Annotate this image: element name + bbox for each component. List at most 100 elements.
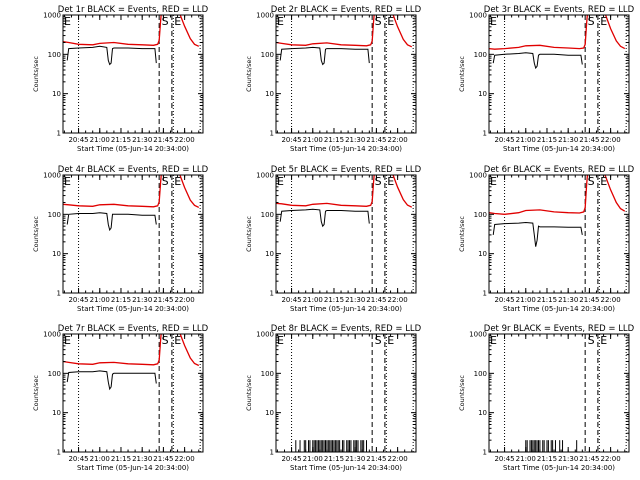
- y-tick-label: 1000: [43, 172, 61, 180]
- y-tick-label: 10: [265, 409, 274, 417]
- events-series-line: [279, 208, 370, 228]
- plot-frame: [275, 333, 417, 453]
- x-tick-label: 21:45: [579, 136, 599, 144]
- y-tick-label: 1000: [256, 172, 274, 180]
- x-tick-label: 21:15: [537, 136, 557, 144]
- x-axis-label: Start Time (05-Jun-14 20:34:00): [503, 145, 615, 153]
- y-tick-label: 10: [478, 409, 487, 417]
- x-tick-label: 21:15: [324, 136, 344, 144]
- x-tick-label: 21:45: [366, 455, 386, 463]
- event-marker-label: E: [490, 175, 497, 188]
- event-marker-label: E: [600, 334, 607, 347]
- detector-panel: Det 5r BLACK = Events, RED = LLD 1 10 100 10…: [245, 165, 422, 313]
- lld-series-line: [63, 175, 200, 208]
- plot-frame: [275, 14, 417, 134]
- y-tick-label: 100: [474, 51, 487, 59]
- detector-panel: Det 9r BLACK = Events, RED = LLD 1 10 100 10…: [458, 324, 635, 472]
- plot-frame: [275, 174, 417, 294]
- y-tick-label: 1: [270, 290, 274, 298]
- plot-frame: [488, 333, 630, 453]
- plot-area: [276, 175, 413, 228]
- y-tick-label: 1: [270, 130, 274, 138]
- event-marker-label: S: [588, 334, 595, 347]
- x-tick-label: 21:45: [153, 296, 173, 304]
- plot-frame: [62, 333, 204, 453]
- plot-area: [295, 440, 368, 452]
- y-axis-label: Counts/sec: [32, 375, 40, 411]
- y-tick-label: 1000: [469, 172, 487, 180]
- x-tick-label: 21:45: [579, 455, 599, 463]
- event-marker-label: E: [174, 175, 181, 188]
- plot-area: [63, 15, 200, 66]
- event-marker-label: S: [162, 175, 169, 188]
- detector-panel: Det 7r BLACK = Events, RED = LLD 1 10 100 10…: [32, 324, 209, 472]
- event-marker-label: S: [588, 175, 595, 188]
- panel-title: Det 3r BLACK = Events, RED = LLD: [484, 5, 635, 15]
- plot-area: [63, 334, 200, 391]
- x-axis-label: Start Time (05-Jun-14 20:34:00): [503, 464, 615, 472]
- event-marker-label: E: [174, 334, 181, 347]
- x-tick-label: 21:00: [516, 136, 536, 144]
- detector-panel: Det 8r BLACK = Events, RED = LLD 1 10 100 10…: [245, 324, 422, 472]
- x-axis-label: Start Time (05-Jun-14 20:34:00): [77, 145, 189, 153]
- x-axis-label: Start Time (05-Jun-14 20:34:00): [290, 305, 402, 313]
- x-axis-label: Start Time (05-Jun-14 20:34:00): [77, 464, 189, 472]
- x-tick-label: 20:45: [494, 136, 514, 144]
- detector-panel: Det 1r BLACK = Events, RED = LLD 1 10 100 10…: [32, 5, 209, 153]
- event-marker-label: S: [375, 334, 382, 347]
- y-tick-label: 1: [270, 449, 274, 457]
- panel-title: Det 5r BLACK = Events, RED = LLD: [271, 165, 422, 175]
- y-tick-label: 10: [52, 409, 61, 417]
- y-axis-label: Counts/sec: [458, 375, 466, 411]
- y-tick-label: 1000: [469, 12, 487, 20]
- x-tick-label: 21:30: [345, 296, 365, 304]
- event-marker-label: E: [387, 334, 394, 347]
- lld-series-line: [489, 175, 626, 215]
- event-marker-label: E: [64, 175, 71, 188]
- x-tick-label: 21:30: [132, 296, 152, 304]
- x-tick-label: 21:30: [558, 136, 578, 144]
- event-marker-label: E: [600, 15, 607, 28]
- x-tick-label: 21:30: [558, 296, 578, 304]
- x-tick-label: 22:00: [601, 455, 621, 463]
- x-tick-label: 21:45: [366, 136, 386, 144]
- y-tick-label: 10: [52, 250, 61, 258]
- x-tick-label: 21:00: [516, 455, 536, 463]
- panel-title: Det 1r BLACK = Events, RED = LLD: [58, 5, 209, 15]
- x-tick-label: 21:00: [90, 455, 110, 463]
- y-tick-label: 1: [483, 449, 487, 457]
- y-tick-label: 1000: [469, 331, 487, 339]
- x-tick-label: 21:30: [558, 455, 578, 463]
- y-tick-label: 1: [483, 130, 487, 138]
- y-tick-label: 10: [52, 90, 61, 98]
- x-tick-label: 22:00: [601, 136, 621, 144]
- y-tick-label: 100: [261, 211, 274, 219]
- y-tick-label: 1: [57, 130, 61, 138]
- lld-series-line: [63, 15, 200, 47]
- lld-series-line: [489, 15, 626, 50]
- panel-title: Det 6r BLACK = Events, RED = LLD: [484, 165, 635, 175]
- x-tick-label: 21:00: [90, 296, 110, 304]
- x-tick-label: 21:00: [516, 296, 536, 304]
- x-tick-label: 21:30: [345, 136, 365, 144]
- x-tick-label: 21:00: [303, 455, 323, 463]
- x-tick-label: 20:45: [281, 136, 301, 144]
- panel-title: Det 7r BLACK = Events, RED = LLD: [58, 324, 209, 334]
- y-tick-label: 100: [48, 211, 61, 219]
- panel-title: Det 2r BLACK = Events, RED = LLD: [271, 5, 422, 15]
- y-tick-label: 10: [478, 90, 487, 98]
- y-tick-label: 100: [474, 211, 487, 219]
- x-tick-label: 21:00: [90, 136, 110, 144]
- x-tick-label: 21:15: [324, 455, 344, 463]
- x-tick-label: 21:45: [153, 455, 173, 463]
- x-tick-label: 21:45: [366, 296, 386, 304]
- x-tick-label: 21:15: [537, 455, 557, 463]
- x-tick-label: 22:00: [388, 136, 408, 144]
- x-tick-label: 22:00: [388, 455, 408, 463]
- event-marker-label: S: [375, 175, 382, 188]
- event-marker-label: E: [600, 175, 607, 188]
- events-series-line: [492, 221, 583, 247]
- event-marker-label: S: [162, 15, 169, 28]
- x-tick-label: 22:00: [175, 455, 195, 463]
- events-series-line: [66, 45, 157, 66]
